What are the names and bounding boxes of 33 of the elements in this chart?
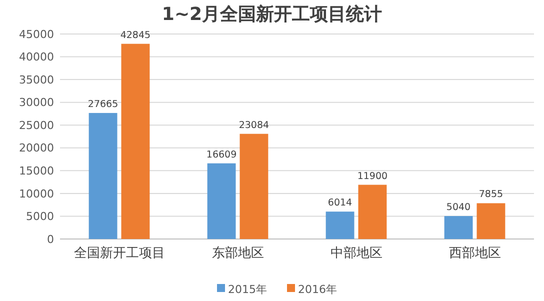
- bar: [88, 112, 118, 239]
- y-tick-label: 45000: [19, 28, 54, 41]
- data-label: 16609: [206, 149, 237, 160]
- x-tick-label: 全国新开工项目: [74, 246, 165, 261]
- legend-label: 2016年: [298, 282, 337, 296]
- y-tick-label: 35000: [19, 73, 54, 86]
- y-tick-label: 25000: [19, 118, 54, 132]
- data-label: 11900: [357, 170, 388, 182]
- y-tick-label: 5000: [26, 210, 54, 224]
- bar: [326, 212, 354, 239]
- y-tick-label: 10000: [19, 187, 54, 200]
- data-label: 5040: [446, 202, 471, 214]
- x-tick-label: 东部地区: [212, 246, 264, 261]
- data-label: 42845: [120, 30, 151, 41]
- y-tick-label: 0: [47, 232, 54, 246]
- y-tick-label: 30000: [19, 96, 54, 110]
- bar: [444, 216, 473, 239]
- chart-title: 1~2月全国新开工项目统计: [162, 4, 382, 25]
- bar: [121, 44, 150, 239]
- bar: [207, 163, 236, 239]
- bar: [358, 184, 387, 239]
- y-tick-label: 15000: [19, 164, 54, 178]
- y-tick-label: 20000: [19, 142, 54, 155]
- x-tick-label: 中部地区: [330, 246, 382, 261]
- data-label: 6014: [328, 198, 352, 209]
- data-label: 23084: [238, 120, 270, 131]
- bar: [476, 203, 506, 239]
- x-tick-label: 西部地区: [448, 246, 501, 261]
- data-label: 27665: [88, 98, 118, 110]
- bar: [240, 134, 268, 239]
- legend-label: 2015年: [228, 282, 267, 296]
- y-tick-label: 40000: [19, 50, 54, 64]
- data-label: 7855: [478, 189, 504, 200]
